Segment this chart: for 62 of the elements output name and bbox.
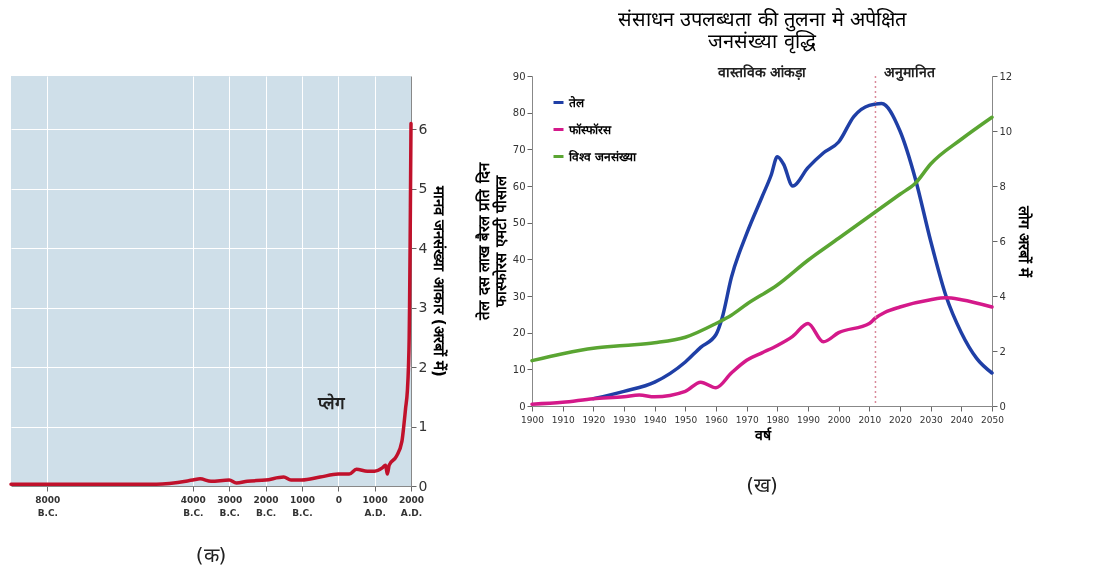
legend-label: फॉस्फॉरस <box>568 122 612 137</box>
x-tick-label: 3000 B.C. <box>217 494 243 518</box>
y2-tick-label: 3 <box>418 299 428 316</box>
x-tick-label: 1990 <box>797 414 821 425</box>
y-tick-label: 40 <box>512 253 526 265</box>
x-tick-label: 4000 B.C. <box>180 494 206 518</box>
x-tick-label: 1930 <box>613 414 637 425</box>
y-tick-label: 50 <box>512 217 526 229</box>
y2-tick-label: 0 <box>418 477 428 494</box>
y2-tick-label: 6 <box>999 235 1006 247</box>
y2-axis-title: लोग अरबों में <box>1015 204 1034 279</box>
x-tick-label: 1900 <box>521 414 545 425</box>
x-axis-title: वर्ष <box>753 426 772 443</box>
y2-tick-label: 10 <box>999 125 1013 137</box>
x-tick-label: 2040 <box>950 414 974 425</box>
x-tick-label: 1970 <box>735 414 759 425</box>
x-tick-label: 2000 B.C. <box>253 494 279 518</box>
y-tick-label: 60 <box>512 180 526 192</box>
y-tick-label: 20 <box>512 327 526 339</box>
y2-axis-title: मानव जनसंख्या आकार (अरबों में) <box>430 185 449 377</box>
y2-tick-label: 4 <box>999 290 1006 302</box>
annotation: वास्तविक आंकड़ा <box>716 63 808 80</box>
x-tick-label: 1980 <box>766 414 790 425</box>
x-tick-label: 1910 <box>551 414 575 425</box>
x-tick-label: 1000 B.C. <box>289 494 315 518</box>
y2-tick-label: 4 <box>418 239 428 256</box>
x-tick-label: 2010 <box>858 414 882 425</box>
x-tick-label: 1960 <box>705 414 729 425</box>
x-tick-label: 0 <box>335 494 342 505</box>
y2-tick-label: 0 <box>999 400 1006 412</box>
annotation: प्लेग <box>316 393 346 413</box>
x-tick-label: 2000 <box>827 414 851 425</box>
y-tick-label: 70 <box>512 143 526 155</box>
y2-tick-label: 6 <box>418 120 428 137</box>
y2-tick-label: 12 <box>999 70 1013 82</box>
text: (क) <box>195 543 227 567</box>
line-series <box>530 115 994 363</box>
chart-title: संसाधन उपलब्धता की तुलना मे अपेक्षित जनसंख्या वृद्धि <box>618 6 907 54</box>
x-tick-label: 1950 <box>674 414 698 425</box>
legend-label: विश्व जनसंख्या <box>568 149 638 164</box>
x-tick-label: 2020 <box>889 414 913 425</box>
text: (ख) <box>746 473 778 497</box>
y2-tick-label: 2 <box>418 358 428 375</box>
y-tick-label: 90 <box>512 70 526 82</box>
y-axis-title: तेल दस लाख बैरल प्रति दिन फास्फोरस एमटी पीसाल <box>474 162 510 321</box>
x-tick-label: 1940 <box>643 414 667 425</box>
x-tick-label: 2050 <box>981 414 1005 425</box>
y-tick-label: 10 <box>512 363 526 375</box>
x-tick-label: 8000 B.C. <box>35 494 61 518</box>
y-tick-label: 0 <box>519 400 526 412</box>
x-tick-label: 1920 <box>582 414 606 425</box>
x-tick-label: 2030 <box>919 414 943 425</box>
y2-tick-label: 8 <box>999 180 1006 192</box>
annotation: अनुमानित <box>883 63 936 82</box>
y2-tick-label: 1 <box>418 418 428 435</box>
x-tick-label: 2000 A.D. <box>398 494 425 518</box>
y2-tick-label: 5 <box>418 180 428 197</box>
x-tick-label: 1000 A.D. <box>362 494 388 518</box>
y2-tick-label: 2 <box>999 345 1006 357</box>
y-tick-label: 80 <box>512 107 526 119</box>
y-tick-label: 30 <box>512 290 526 302</box>
legend-label: तेल <box>568 95 585 110</box>
